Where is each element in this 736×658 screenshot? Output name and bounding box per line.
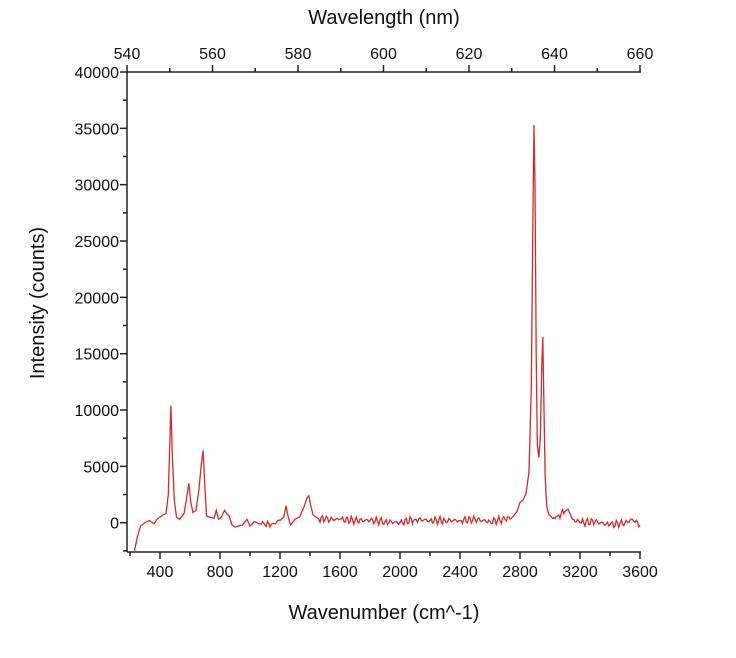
y-axis-label: Intensity (counts) bbox=[27, 227, 49, 379]
x-tick-label: 1600 bbox=[322, 564, 358, 581]
top-tick-label: 620 bbox=[456, 46, 483, 63]
top-tick-label: 600 bbox=[370, 46, 397, 63]
top-tick-label: 660 bbox=[627, 46, 654, 63]
x-tick-label: 800 bbox=[207, 564, 234, 581]
y-tick-label: 10000 bbox=[75, 403, 120, 420]
x-tick-label: 400 bbox=[147, 564, 174, 581]
top-tick-label: 640 bbox=[541, 46, 568, 63]
y-tick-label: 25000 bbox=[75, 234, 120, 251]
top-tick-label: 560 bbox=[199, 46, 226, 63]
y-tick-label: 15000 bbox=[75, 347, 120, 364]
y-tick-label: 5000 bbox=[83, 459, 119, 476]
top-axis-label: Wavelength (nm) bbox=[308, 7, 460, 29]
y-tick-label: 35000 bbox=[75, 121, 120, 138]
top-tick-label: 580 bbox=[285, 46, 312, 63]
x-tick-label: 3200 bbox=[562, 564, 598, 581]
x-tick-label: 2400 bbox=[442, 564, 478, 581]
y-tick-label: 30000 bbox=[75, 178, 120, 195]
x-tick-label: 1200 bbox=[262, 564, 298, 581]
top-tick-label: 540 bbox=[114, 46, 141, 63]
x-tick-label: 2800 bbox=[502, 564, 538, 581]
y-tick-label: 0 bbox=[110, 516, 119, 533]
x-tick-label: 2000 bbox=[382, 564, 418, 581]
x-axis-label: Wavenumber (cm^-1) bbox=[289, 602, 480, 624]
y-tick-label: 40000 bbox=[75, 65, 120, 82]
series-line-spectrum bbox=[133, 124, 641, 552]
x-tick-label: 3600 bbox=[622, 564, 658, 581]
y-tick-label: 20000 bbox=[75, 290, 120, 307]
